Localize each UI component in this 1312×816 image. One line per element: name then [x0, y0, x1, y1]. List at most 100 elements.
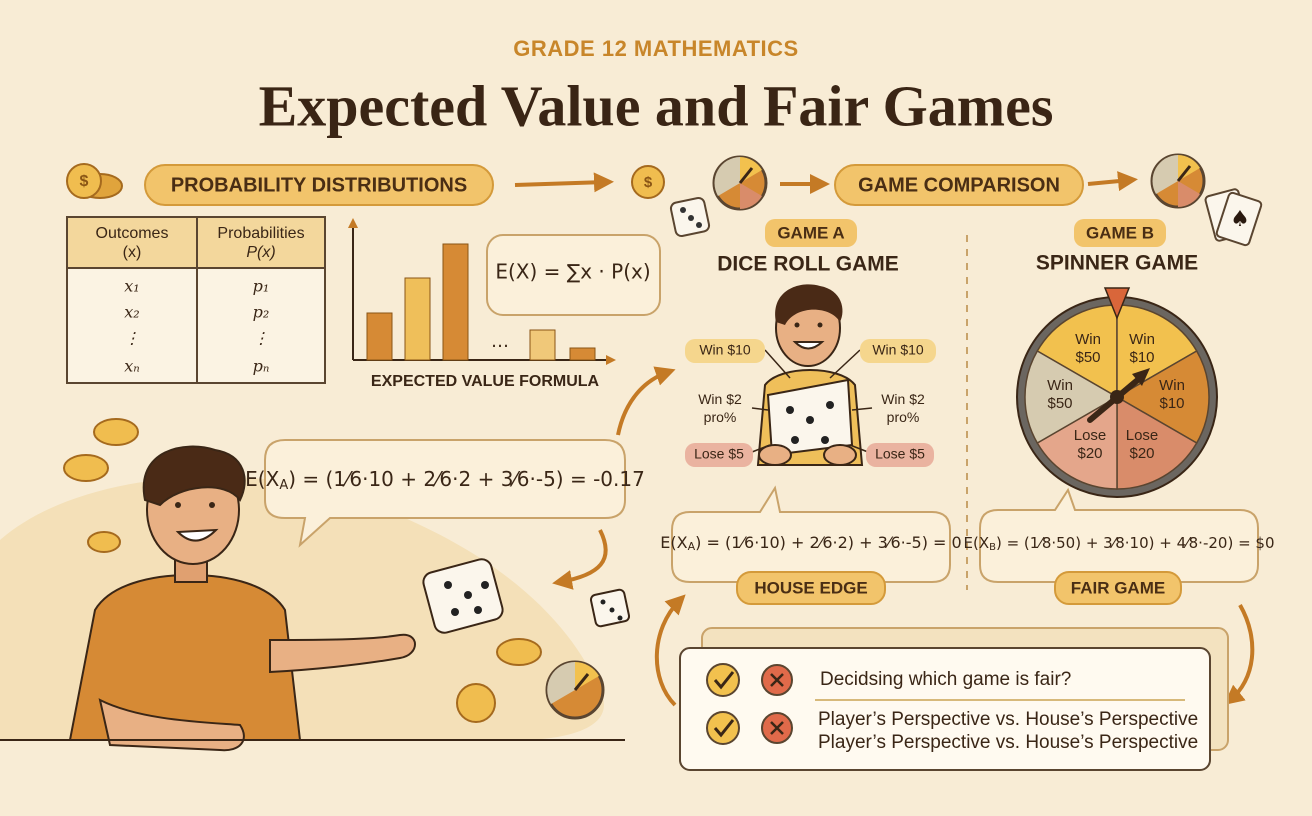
coin-icon: $ [631, 165, 665, 199]
decoration [474, 606, 482, 614]
decoration [714, 157, 740, 196]
decoration [1110, 390, 1124, 404]
badge [1074, 219, 1166, 247]
decoration [631, 165, 665, 199]
wheel-icon [1150, 153, 1206, 209]
decoration [142, 445, 246, 507]
wheel-label: Win $10 [1129, 331, 1155, 366]
decoration [547, 662, 575, 704]
distribution-table: Outcomes (x) Probabilities P(x) x₁ p₁ x₂… [66, 216, 326, 384]
decoration: $ [644, 174, 653, 191]
label-line: Win [1159, 377, 1185, 394]
decoration [366, 312, 393, 361]
decoration [422, 558, 504, 634]
decoration [713, 671, 735, 690]
decoration [713, 719, 735, 738]
verdict-pill [736, 571, 886, 605]
dice-decoration [422, 558, 631, 634]
decoration [821, 436, 829, 444]
verdict-pill [1054, 571, 1182, 605]
table-header: P(x) [246, 244, 275, 261]
decoration [66, 163, 102, 199]
decoration [1132, 368, 1150, 386]
player-with-die [756, 284, 864, 466]
verdict: FAIR GAME [1071, 578, 1165, 597]
table-cell: x₁ [124, 277, 139, 296]
checklist-question: Decidsing which game is fair? [820, 669, 1071, 690]
dice-icon [669, 196, 711, 238]
arrow [1223, 604, 1255, 706]
wheel-icon [712, 155, 768, 211]
decoration [770, 721, 784, 735]
arrow [654, 594, 686, 707]
formula-subscript: A [688, 540, 696, 553]
game-badge: GAME A [777, 223, 844, 242]
decoration [758, 444, 792, 466]
flow-label: PROBABILITY DISTRIBUTIONS [171, 174, 467, 196]
decoration [617, 615, 623, 621]
label-line: $20 [1129, 445, 1154, 462]
illustrative-chart [348, 218, 616, 365]
flow-label: GAME COMPARISON [858, 174, 1060, 196]
wheel-label: Win $50 [1075, 331, 1101, 366]
formula-subscript: A [279, 478, 288, 493]
decoration [791, 436, 799, 444]
leader-lines [751, 349, 873, 453]
cards-icon: ♠ [1204, 188, 1263, 247]
outcome-label: Lose $5 [875, 446, 925, 462]
formula-part: ) = (1⁄8·50) + 3⁄8·10) + 4⁄8·-20) = $0 [996, 534, 1275, 552]
wheel-decoration [545, 660, 605, 720]
decoration [1036, 395, 1118, 490]
decoration [1215, 191, 1263, 247]
decoration [589, 588, 631, 628]
game-title: SPINNER GAME [1036, 252, 1198, 275]
decoration [87, 531, 121, 553]
decoration [451, 608, 459, 616]
table-header: Probabilities [217, 225, 304, 242]
formula-part: ) = (1⁄6·10 + 2⁄6·2 + 3⁄6·-5) = -0.17 [288, 467, 645, 491]
coins-decoration [63, 418, 542, 723]
game-formula: E(XB) = (1⁄8·50) + 3⁄8·10) + 4⁄8·-20) = … [963, 534, 1274, 554]
decoration [600, 599, 606, 605]
decoration [1115, 349, 1210, 445]
decoration [442, 243, 469, 361]
wheel-label: Win $10 [1159, 377, 1185, 412]
decoration [764, 349, 791, 379]
label-pill [685, 339, 765, 363]
table-cell: pₙ [253, 357, 270, 376]
ellipsis: … [491, 331, 509, 352]
decoration [1176, 165, 1192, 182]
outcome-label: Lose $5 [694, 446, 744, 462]
check-icons [706, 663, 793, 745]
label-line: Win $2 [881, 391, 925, 407]
decoration [1152, 155, 1178, 194]
decoration [529, 329, 556, 361]
label-line: $20 [1077, 445, 1102, 462]
decoration [851, 407, 873, 411]
decoration [792, 341, 825, 350]
checklist-item: Player’s Perspective vs. House’s Perspec… [818, 732, 1198, 753]
coins-icon: $ [66, 163, 123, 199]
game-badge: GAME B [1086, 223, 1154, 242]
pill [834, 164, 1084, 206]
decoration [456, 683, 496, 723]
table-cell: xₙ [124, 357, 140, 376]
decoration [786, 406, 794, 414]
decoration [609, 607, 615, 613]
formula-part: E(X [245, 467, 279, 491]
decoration [209, 502, 215, 508]
kicker: GRADE 12 MATHEMATICS [513, 36, 798, 61]
chart-caption: EXPECTED VALUE FORMULA [371, 373, 600, 390]
decoration [573, 673, 590, 691]
game-title: DICE ROLL GAME [717, 253, 899, 276]
formula-part: E(X [963, 534, 989, 552]
label-line: $50 [1075, 349, 1100, 366]
decoration [464, 591, 472, 599]
decoration [826, 401, 834, 409]
decoration [829, 349, 861, 379]
checklist-item: Player’s Perspective vs. House’s Perspec… [818, 709, 1198, 730]
decoration [1024, 349, 1119, 445]
decoration [1103, 287, 1131, 321]
decoration [775, 284, 843, 325]
